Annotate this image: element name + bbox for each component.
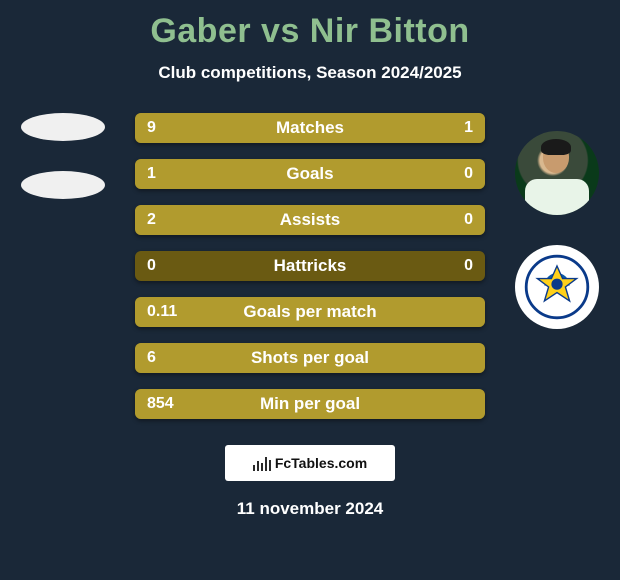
stat-label: Min per goal — [135, 394, 485, 414]
player-left-column — [18, 113, 108, 199]
stat-row: 1Goals0 — [135, 159, 485, 189]
stat-row: 0Hattricks0 — [135, 251, 485, 281]
player-right-club-logo — [515, 245, 599, 329]
player-right-avatar — [515, 131, 599, 215]
stat-row: 9Matches1 — [135, 113, 485, 143]
stat-row: 854Min per goal — [135, 389, 485, 419]
bars-icon — [253, 455, 271, 471]
comparison-panel: 9Matches1 1Goals0 2Assists0 0Hattricks0 0.11… — [0, 113, 620, 419]
stats-list: 9Matches1 1Goals0 2Assists0 0Hattricks0 0.11… — [135, 113, 485, 419]
player-left-club-placeholder — [21, 171, 105, 199]
stat-row: 6Shots per goal — [135, 343, 485, 373]
page-title: Gaber vs Nir Bitton — [0, 0, 620, 51]
maccabi-logo-icon — [522, 252, 592, 322]
stat-row: 2Assists0 — [135, 205, 485, 235]
player-left-avatar-placeholder — [21, 113, 105, 141]
stat-label: Goals — [135, 164, 485, 184]
stat-label: Shots per goal — [135, 348, 485, 368]
brand-text: FcTables.com — [275, 455, 367, 471]
stat-row: 0.11Goals per match — [135, 297, 485, 327]
stat-label: Goals per match — [135, 302, 485, 322]
stat-label: Matches — [135, 118, 485, 138]
stat-label: Assists — [135, 210, 485, 230]
subtitle: Club competitions, Season 2024/2025 — [0, 63, 620, 83]
date-text: 11 november 2024 — [0, 499, 620, 519]
stat-label: Hattricks — [135, 256, 485, 276]
player-right-column — [512, 131, 602, 329]
brand-badge[interactable]: FcTables.com — [225, 445, 395, 481]
